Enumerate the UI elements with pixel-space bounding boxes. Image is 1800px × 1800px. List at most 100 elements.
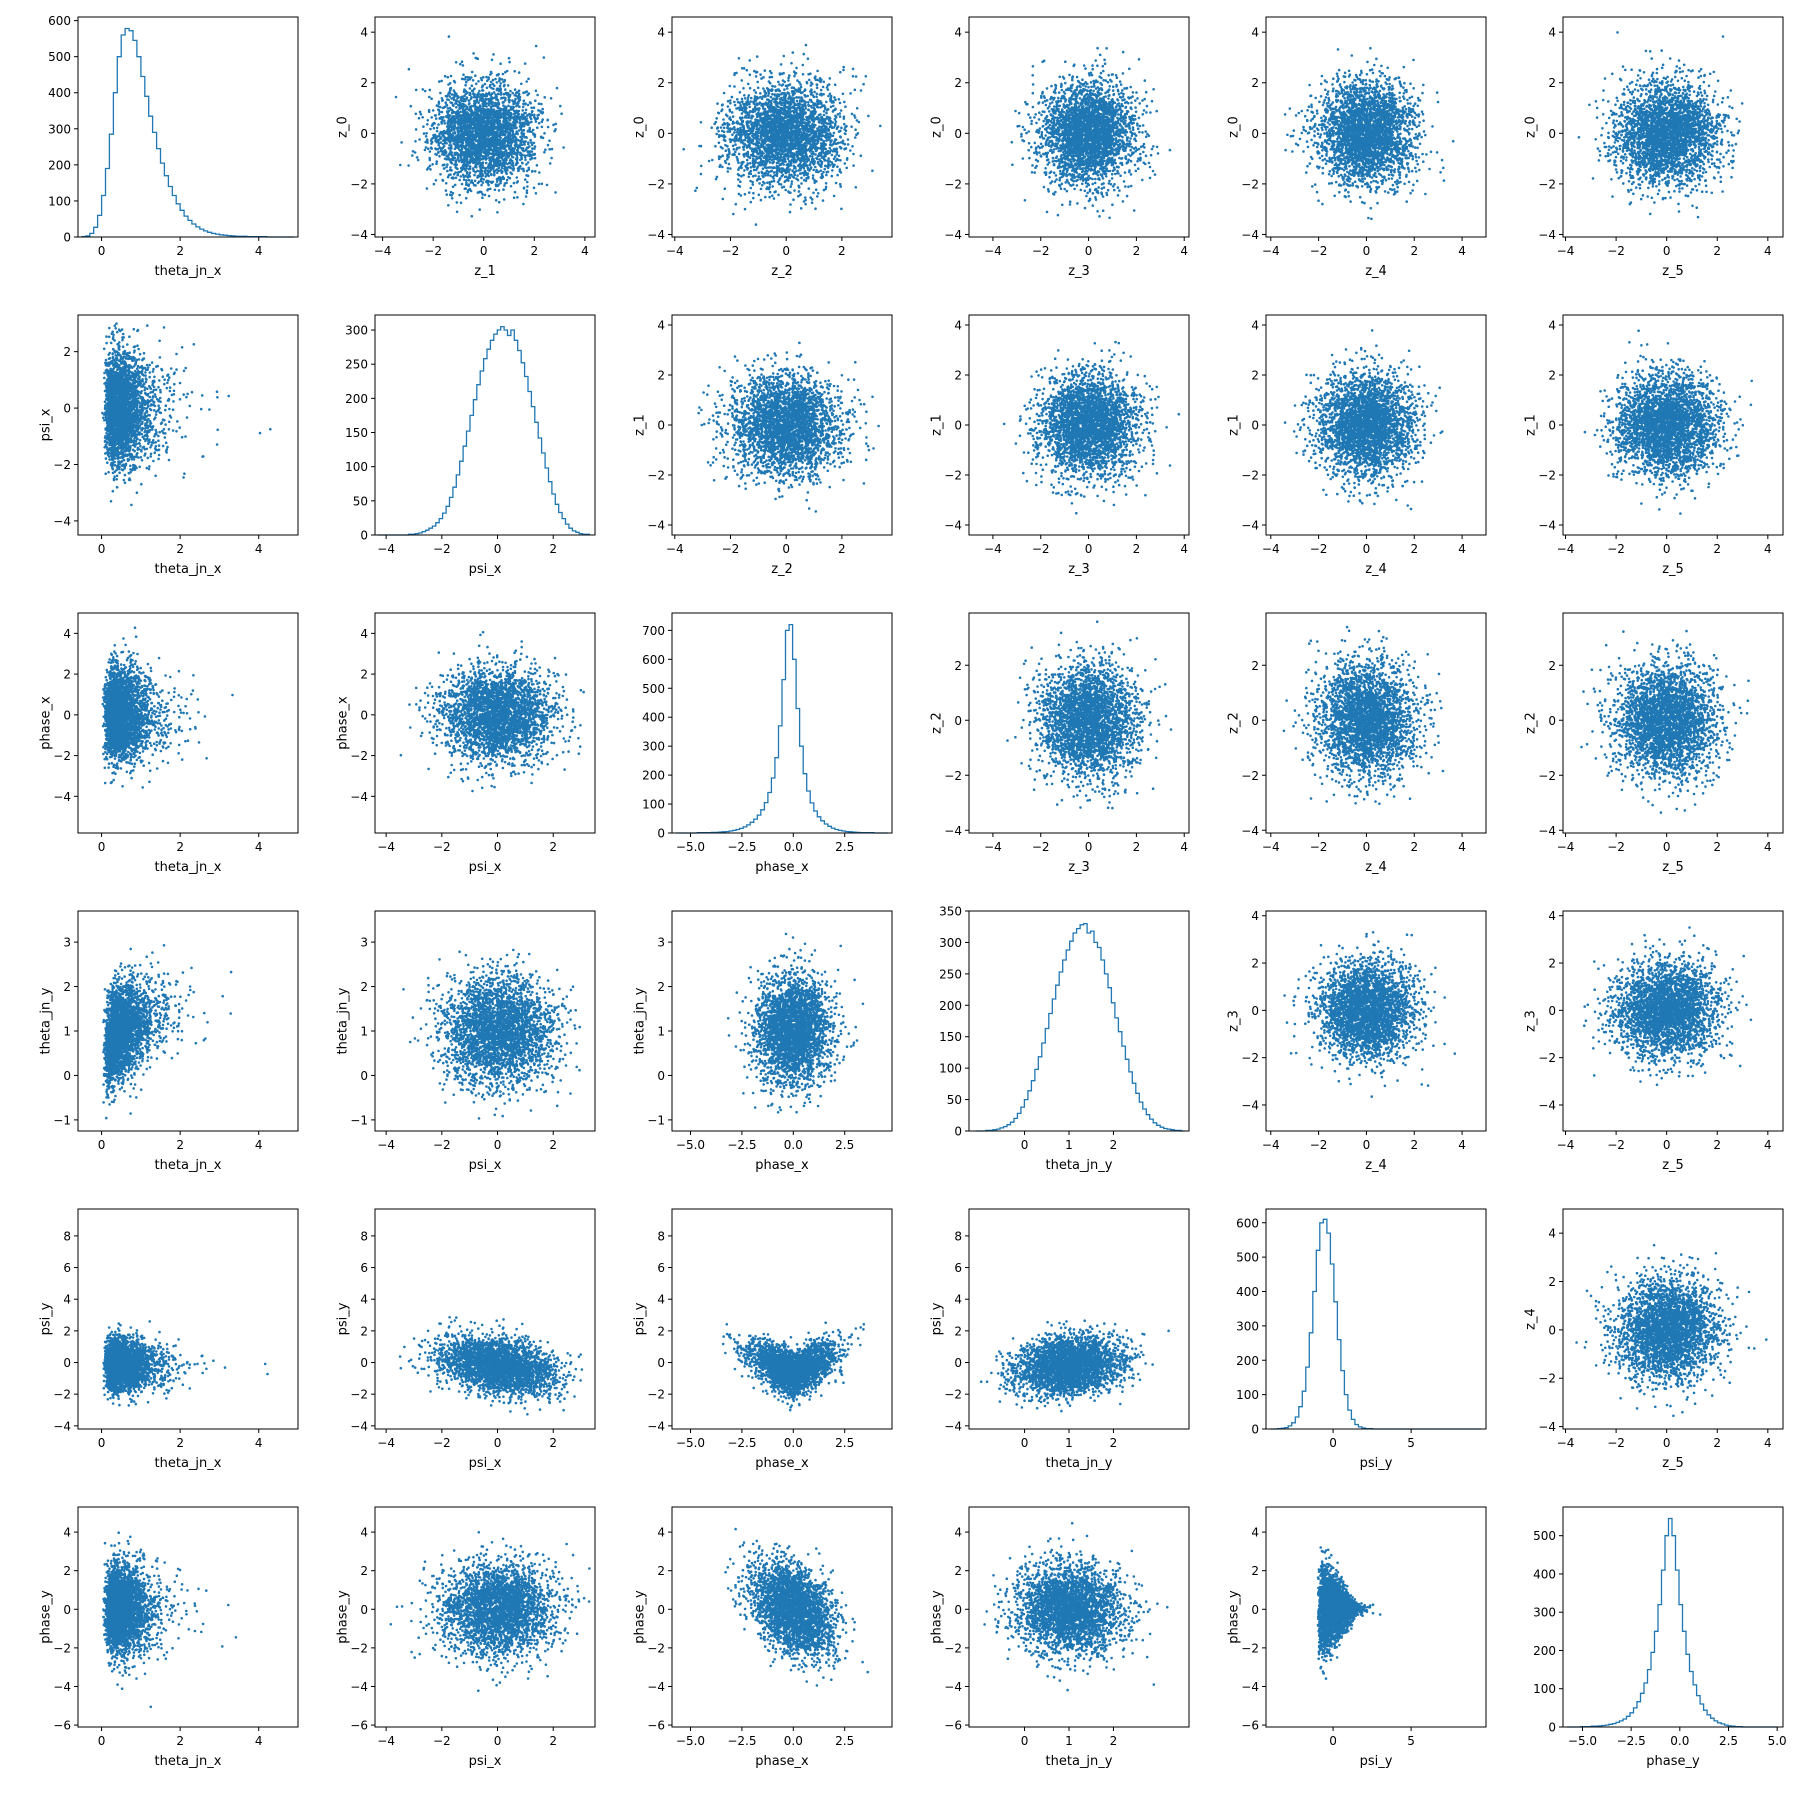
y-axis-label: phase_y [930,1590,945,1644]
y-tick-label: 1 [63,1025,71,1039]
y-tick-label: −2 [1538,769,1556,783]
x-tick-label: 4 [1180,542,1188,556]
y-tick-label: −4 [1538,228,1556,242]
axes-frame [374,16,596,238]
y-tick-label: 4 [360,1526,368,1540]
scatter-points [1582,926,1753,1087]
y-tick-label: 2 [1548,1275,1556,1289]
x-tick-label: −4 [1262,1138,1280,1152]
x-tick-label: 0.0 [784,1138,803,1152]
x-tick-label: 0 [1363,244,1371,258]
axes-frame [1265,16,1487,238]
x-axis-label: phase_y [1646,1754,1700,1769]
scatter-point-cloud [1283,931,1457,1098]
x-tick-label: 0 [1085,542,1093,556]
scatter-point-cloud [724,1527,869,1687]
y-tick-label: 150 [939,1030,962,1044]
y-tick-label: 4 [1548,26,1556,40]
x-tick-label: −4 [1262,542,1280,556]
y-tick-label: 0 [63,1603,71,1617]
x-tick-label: 2 [1410,840,1418,854]
panel-0-0: 0 2 4 0 100 200 300 400 500 600 theta_jn_x [48,14,299,279]
y-axis-label: phase_y [1227,1590,1242,1644]
y-axis-label: psi_x [39,408,54,441]
x-axis-label: z_3 [1068,860,1090,875]
x-tick-label: 0 [1663,1138,1671,1152]
y-tick-label: 3 [360,936,368,950]
y-tick-label: 0 [63,1356,71,1370]
y-tick-label: −4 [647,228,665,242]
scatter-points [697,341,880,513]
x-tick-label: 4 [1458,1138,1466,1152]
x-tick-label: 2 [176,1436,184,1450]
axes-frame [968,16,1190,238]
y-tick-label: 0 [1548,1004,1556,1018]
x-tick-label: 0 [1329,1436,1337,1450]
axes-frame [968,612,1190,834]
y-tick-label: −6 [350,1719,368,1733]
y-tick-label: −2 [350,177,368,191]
x-axis-label: theta_jn_x [155,1158,222,1173]
y-tick-label: 4 [1251,26,1259,40]
y-tick-label: −4 [350,228,368,242]
x-tick-label: 5 [1407,1734,1415,1748]
y-tick-label: 0 [657,827,665,841]
scatter-points [1006,620,1173,810]
y-tick-label: −4 [647,1419,665,1433]
x-tick-label: 2 [176,542,184,556]
y-tick-label: 2 [360,1564,368,1578]
x-tick-label: 2 [838,542,846,556]
y-tick-label: −4 [944,1419,962,1433]
y-tick-label: 2 [1251,659,1259,673]
x-tick-label: −2 [722,542,740,556]
panel-2-2: −5.0 −2.5 0.0 2.5 0 100 200 300 400 500 600 700 phas… [642,612,893,875]
scatter-point-cloud [102,943,233,1120]
y-tick-label: 2 [1251,76,1259,90]
y-tick-label: −4 [1538,824,1556,838]
y-axis-label: z_1 [930,414,945,436]
x-tick-label: −2 [424,244,442,258]
y-tick-label: 4 [1251,319,1259,333]
x-tick-label: 2.5 [835,1436,854,1450]
y-axis-label: z_3 [1524,1010,1539,1032]
x-tick-label: −5.0 [1568,1734,1597,1748]
x-tick-label: 0 [480,244,488,258]
y-tick-label: −4 [647,1680,665,1694]
y-tick-label: 4 [954,1293,962,1307]
y-tick-label: 500 [48,50,71,64]
x-tick-label: 2 [1410,244,1418,258]
y-tick-label: 300 [642,740,665,754]
y-tick-label: −1 [53,1113,71,1127]
y-tick-label: −2 [647,1641,665,1655]
panel-1-0: 0 2 4 −4 −2 0 2 theta_jn_x psi_x [39,314,299,577]
y-axis-label: z_0 [930,116,945,138]
y-tick-label: −4 [53,1680,71,1694]
y-tick-label: 300 [48,122,71,136]
axes-frame [968,1208,1190,1430]
y-tick-label: −4 [1538,519,1556,533]
x-tick-label: 2.5 [835,1138,854,1152]
x-axis-label: z_4 [1365,860,1387,875]
y-tick-label: 2 [954,369,962,383]
scatter-point-cloud [101,322,272,507]
y-tick-label: −2 [944,769,962,783]
panel-4-1: −4 −2 0 2 −4 −2 0 2 4 6 8 psi_x psi_y [336,1208,596,1471]
panel-4-0: 0 2 4 −4 −2 0 2 4 6 8 theta_jn_x psi_y [39,1208,299,1471]
y-tick-label: 2 [954,76,962,90]
x-tick-label: 2 [176,1734,184,1748]
x-axis-label: psi_x [469,1456,502,1471]
y-tick-label: 4 [1548,319,1556,333]
axes-frame [968,1506,1190,1728]
x-tick-label: −4 [984,244,1002,258]
y-tick-label: 100 [642,798,665,812]
y-tick-label: −2 [944,469,962,483]
x-tick-label: −2.5 [727,840,756,854]
y-tick-label: 4 [954,26,962,40]
x-axis-label: theta_jn_x [155,264,222,279]
panel-1-1: −4 −2 0 2 0 50 100 150 200 250 300 psi_x [345,314,596,577]
x-tick-label: 4 [1764,542,1772,556]
axes-frame [77,16,299,238]
x-tick-label: −2 [433,1138,451,1152]
panel-0-5: −4 −2 0 2 4 −4 −2 0 2 4 z_5 z_0 [1524,16,1784,279]
x-tick-label: 4 [1764,1436,1772,1450]
